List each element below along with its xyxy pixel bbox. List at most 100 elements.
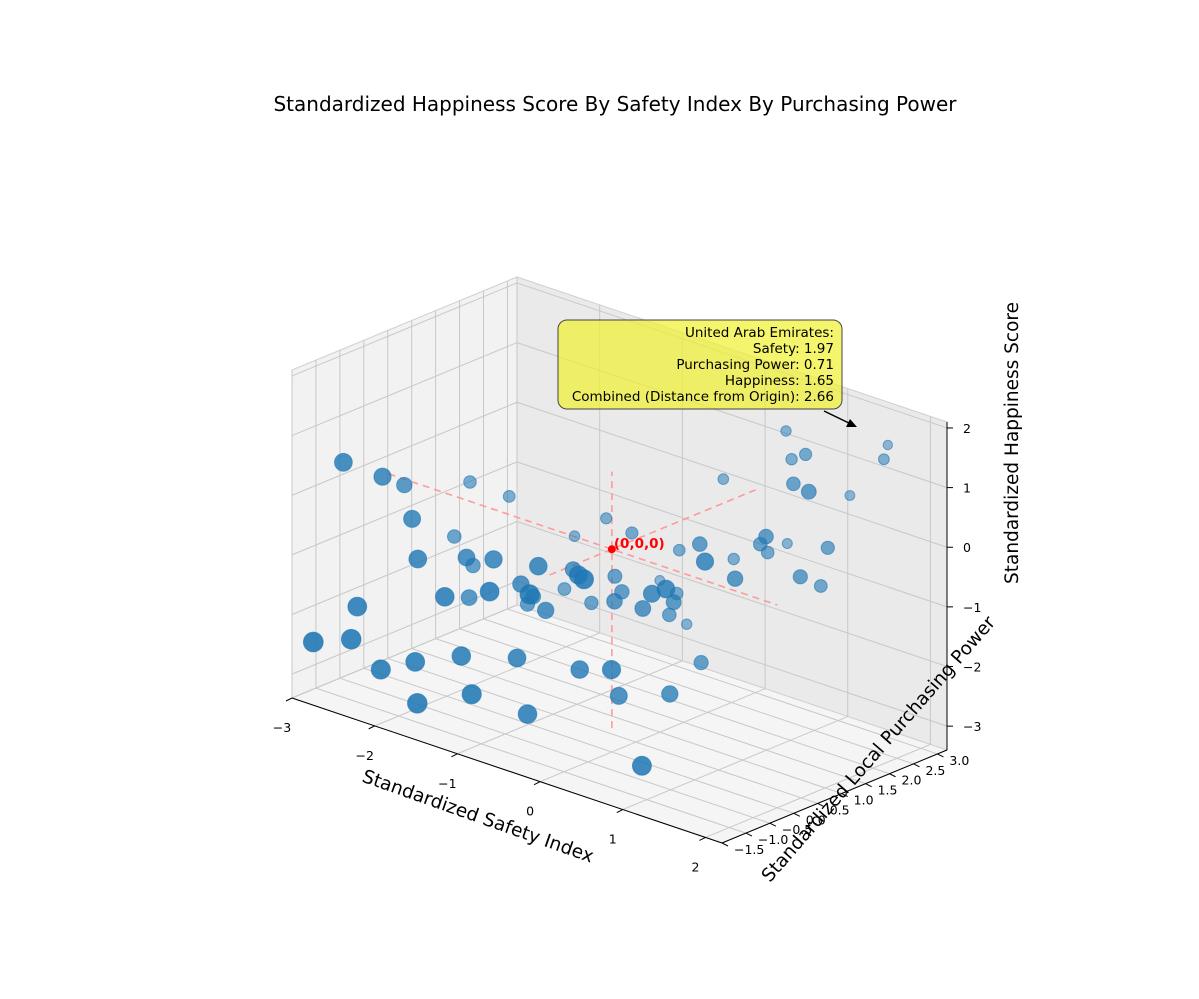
data-point	[568, 530, 581, 543]
data-point	[800, 483, 817, 500]
data-point	[340, 628, 362, 650]
x-tick-label: −3	[273, 720, 291, 735]
data-point	[574, 569, 594, 590]
data-point	[600, 512, 613, 525]
origin-reference-lines	[388, 471, 778, 729]
data-point	[820, 540, 835, 555]
data-point	[693, 655, 709, 671]
grid-y-floor	[411, 648, 842, 795]
z-tick-label: 0	[963, 540, 971, 555]
data-point	[606, 593, 623, 610]
x-tick-mark	[616, 809, 623, 813]
axis-lines	[291, 422, 948, 844]
data-point	[302, 631, 324, 653]
origin-label: (0,0,0)	[614, 536, 665, 552]
grid-z-left	[291, 521, 518, 615]
data-point	[507, 648, 527, 668]
data-point	[570, 660, 590, 679]
grid-z-back	[516, 461, 948, 608]
data-point	[673, 543, 686, 557]
grid-x-floor	[705, 743, 931, 838]
grid-y-floor	[387, 657, 818, 804]
data-point	[634, 600, 652, 617]
data-point	[519, 584, 540, 605]
data-point	[695, 552, 715, 571]
grid-z-left	[291, 580, 518, 675]
data-point	[529, 556, 548, 576]
grid-z-left	[291, 401, 518, 496]
x-tick-mark	[451, 753, 458, 758]
grid-z-left	[291, 282, 518, 377]
data-point	[726, 570, 744, 587]
x-tick-mark	[285, 697, 293, 702]
y-axis-line	[721, 749, 948, 844]
grid-z-back	[516, 521, 948, 667]
y-tick-label: 1.0	[854, 793, 874, 808]
data-point	[460, 589, 478, 606]
data-point	[609, 686, 628, 705]
grid-x-floor	[539, 688, 766, 783]
y-tick-label: 1.5	[878, 783, 898, 798]
data-point	[373, 467, 392, 486]
z-tick-label: 1	[963, 481, 971, 496]
data-point	[786, 476, 801, 492]
data-point	[537, 601, 555, 620]
data-point	[882, 439, 893, 451]
data-point	[665, 594, 682, 611]
data-point	[435, 587, 455, 607]
y-tick-mark	[865, 783, 872, 788]
data-point	[758, 528, 774, 545]
x-tick-label: 2	[691, 859, 699, 874]
x-tick-label: −1	[438, 776, 456, 791]
data-point	[601, 660, 622, 680]
y-tick-label: 2.5	[925, 763, 945, 778]
data-points	[302, 425, 893, 776]
callout-arrowhead	[846, 419, 857, 427]
grid-x-floor	[622, 716, 848, 811]
grid-z-left	[291, 342, 518, 437]
data-point	[813, 579, 828, 593]
z-tick-label: −1	[963, 600, 981, 615]
data-point	[408, 549, 428, 569]
z-axis-label: Standardized Happiness Score	[1002, 302, 1023, 584]
data-point	[403, 509, 422, 528]
z-tick-label: −2	[963, 660, 981, 675]
y-tick-label: 3.0	[949, 753, 969, 768]
data-point	[463, 475, 477, 489]
grid-z-back	[516, 401, 948, 548]
grid-y-floor	[315, 687, 747, 834]
tick-labels: −3 −2 −1 0 1 2 −1.5−1.0−0.50.0 0.5 1.0 1.5 2.02.5 3…	[273, 421, 982, 874]
grid-y-floor	[435, 638, 866, 785]
data-point	[447, 529, 462, 544]
y-tick-mark	[721, 842, 729, 847]
x-tick-mark	[368, 725, 375, 730]
data-point	[396, 476, 413, 494]
data-point	[625, 526, 639, 540]
y-tick-label: −0.5	[782, 822, 812, 837]
data-point	[502, 490, 516, 503]
data-point	[479, 581, 500, 602]
grid-y-floor	[363, 667, 794, 814]
data-point	[844, 490, 856, 501]
x-tick-label: −2	[355, 748, 373, 763]
data-point	[584, 595, 599, 611]
x-reference-line	[388, 473, 778, 606]
data-point	[717, 473, 730, 485]
y-tick-label: 0.5	[830, 802, 850, 817]
data-point	[405, 652, 426, 672]
x-tick-mark	[533, 781, 541, 786]
data-point	[370, 659, 391, 680]
callout-box	[557, 319, 843, 410]
data-point	[781, 538, 793, 549]
y-tick-mark	[889, 773, 896, 778]
chart-title: Standardized Happiness Score By Safety I…	[273, 92, 957, 116]
grid-x-floor	[291, 604, 518, 699]
data-point	[517, 704, 538, 724]
z-tick-label: 2	[963, 421, 971, 436]
x-tick-label: 0	[526, 804, 534, 819]
y-tick-mark	[913, 763, 920, 768]
data-point	[780, 425, 792, 437]
grid-y-floor	[483, 618, 914, 765]
data-point	[799, 447, 813, 461]
data-point	[557, 582, 572, 596]
